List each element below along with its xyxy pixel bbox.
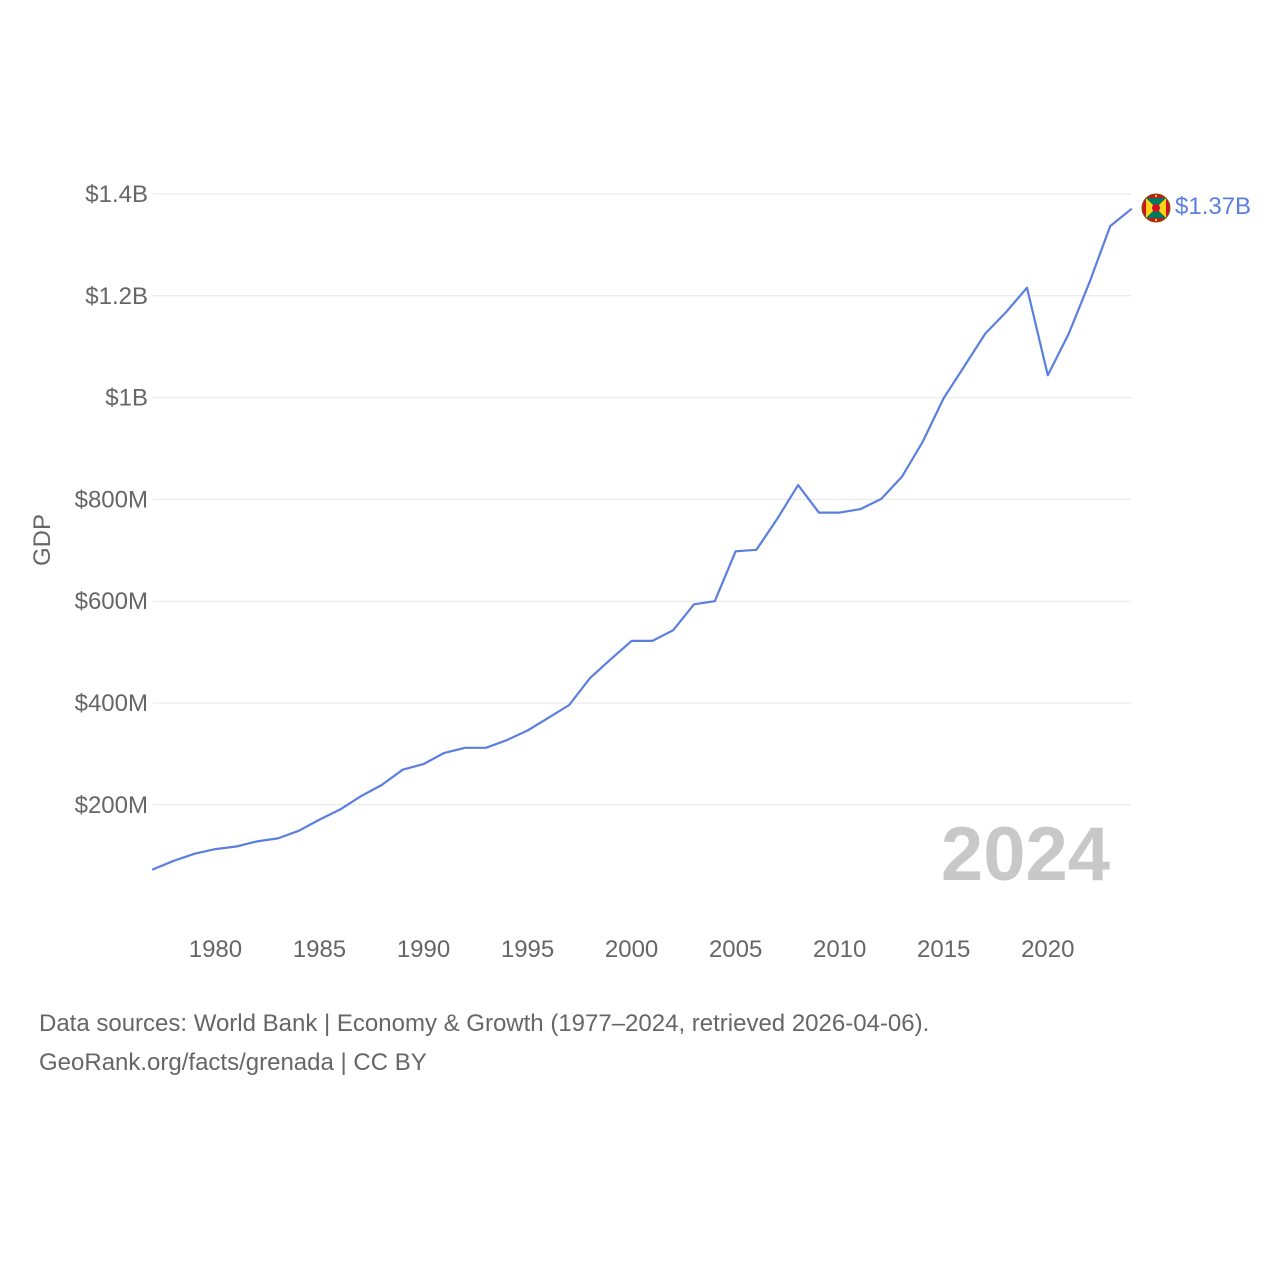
x-tick-label: 2010 bbox=[813, 936, 866, 963]
x-tick-label: 1990 bbox=[397, 936, 450, 963]
grid-lines bbox=[153, 193, 1131, 806]
x-tick-label: 1980 bbox=[189, 936, 242, 963]
x-tick-label: 2005 bbox=[709, 936, 762, 963]
x-tick-label: 2020 bbox=[1021, 936, 1074, 963]
x-tick-label: 1995 bbox=[501, 936, 554, 963]
year-watermark: 2024 bbox=[941, 812, 1110, 897]
data-source-note: Data sources: World Bank | Economy & Gro… bbox=[39, 1010, 930, 1037]
y-tick-label: $1.2B bbox=[85, 283, 148, 310]
latest-value-label: $1.37B bbox=[1175, 193, 1251, 220]
x-tick-label: 1985 bbox=[293, 936, 346, 963]
y-axis-title: GDP bbox=[29, 514, 56, 566]
y-tick-label: $1.4B bbox=[85, 181, 148, 208]
x-tick-label: 2015 bbox=[917, 936, 970, 963]
gdp-line-chart: $200M$400M$600M$800M$1B$1.2B$1.4B 1980 19… bbox=[29, 181, 1251, 963]
y-axis-tick-labels: $200M $400M $600M $800M $1B $1.2B $1.4B bbox=[75, 181, 148, 819]
footer: Data sources: World Bank | Economy & Gro… bbox=[39, 1004, 1239, 1082]
x-tick-label: 2000 bbox=[605, 936, 658, 963]
y-tick-label: $400M bbox=[75, 690, 148, 717]
grenada-flag-icon bbox=[1141, 193, 1171, 223]
y-tick-label: $200M bbox=[75, 792, 148, 819]
y-tick-label: $600M bbox=[75, 588, 148, 615]
y-tick-label: $1B bbox=[105, 385, 148, 412]
x-axis-tick-labels: 1980 1985 1990 1995 2000 2005 2010 2015 2020 bbox=[189, 936, 1075, 963]
y-tick-label: $800M bbox=[75, 486, 148, 513]
series-line-grenada bbox=[151, 208, 1133, 871]
attribution-link[interactable]: GeoRank.org/facts/grenada | CC BY bbox=[39, 1049, 427, 1076]
